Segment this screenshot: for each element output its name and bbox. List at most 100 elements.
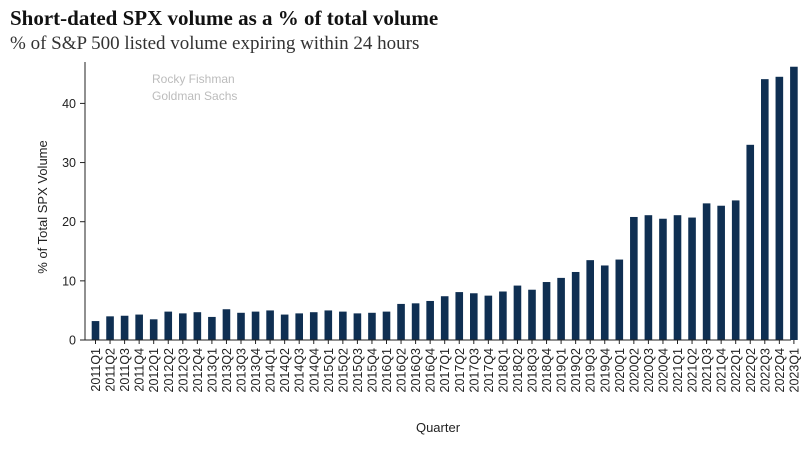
bar-2012Q1: [149, 319, 158, 340]
x-tick-label-2015Q1: 2015Q1: [322, 348, 336, 393]
bar-2017Q4: [484, 295, 493, 340]
bar-2022Q3: [761, 79, 769, 341]
bar-2011Q3: [120, 315, 129, 340]
x-tick-label-2014Q4: 2014Q4: [307, 348, 321, 393]
y-tick-label-20: 20: [62, 215, 76, 229]
x-tick-label-2012Q1: 2012Q1: [147, 348, 161, 393]
x-tick-label-2018Q3: 2018Q3: [526, 348, 540, 393]
x-tick-label-2019Q1: 2019Q1: [555, 348, 569, 393]
x-tick-label-2013Q3: 2013Q3: [235, 348, 249, 393]
bar-2015Q3: [353, 313, 362, 340]
bar-2018Q2: [513, 285, 522, 340]
x-tick-label-2021Q4: 2021Q4: [715, 348, 729, 393]
watermark-line-2: Goldman Sachs: [152, 89, 237, 103]
x-tick-label-2021Q2: 2021Q2: [686, 348, 700, 393]
bar-2017Q1: [440, 296, 449, 340]
bar-2014Q2: [280, 314, 289, 340]
bar-2018Q3: [528, 289, 536, 340]
bar-2014Q3: [295, 313, 303, 340]
bar-2021Q1: [673, 215, 682, 340]
x-tick-label-2015Q3: 2015Q3: [351, 348, 365, 393]
x-tick-label-2020Q1: 2020Q1: [613, 348, 627, 393]
bar-2014Q1: [266, 310, 274, 340]
y-tick-label-30: 30: [62, 156, 76, 170]
x-tick-label-2022Q1: 2022Q1: [729, 348, 743, 393]
x-tick-label-2022Q4: 2022Q4: [773, 348, 787, 393]
x-tick-label-2021Q1: 2021Q1: [671, 348, 685, 393]
x-tick-label-2021Q3: 2021Q3: [700, 348, 714, 393]
x-tick-label-2017Q4: 2017Q4: [482, 348, 496, 393]
y-tick-label-10: 10: [62, 274, 76, 288]
x-tick-label-2020Q3: 2020Q3: [642, 348, 656, 393]
x-tick-label-2018Q2: 2018Q2: [511, 348, 525, 393]
y-tick-label-40: 40: [62, 97, 76, 111]
bar-2015Q1: [324, 310, 333, 340]
x-tick-label-2020Q4: 2020Q4: [656, 348, 670, 393]
x-tick-label-2011Q3: 2011Q3: [118, 348, 132, 392]
chart-subtitle: % of S&P 500 listed volume expiring with…: [10, 33, 420, 54]
bar-2018Q1: [499, 291, 507, 340]
bar-2019Q3: [586, 260, 594, 340]
bar-2019Q2: [571, 271, 580, 340]
bar-2022Q1: [731, 200, 740, 340]
chart-title: Short-dated SPX volume as a % of total v…: [10, 6, 439, 30]
bar-2015Q2: [339, 311, 347, 340]
x-tick-label-2014Q1: 2014Q1: [264, 348, 278, 393]
bar-2021Q4: [717, 205, 725, 340]
x-tick-label-2011Q4: 2011Q4: [133, 348, 147, 392]
bar-2023Q1: [790, 66, 798, 340]
bar-2018Q4: [542, 282, 551, 340]
x-tick-label-2015Q2: 2015Q2: [336, 348, 350, 393]
x-axis-label: Quarter: [416, 420, 461, 435]
bar-2019Q4: [600, 265, 609, 340]
watermark-line-1: Rocky Fishman: [152, 72, 235, 86]
x-tick-label-2018Q4: 2018Q4: [540, 348, 554, 393]
x-tick-label-2019Q4: 2019Q4: [598, 348, 612, 393]
bar-2022Q4: [775, 76, 784, 340]
x-tick-label-2015Q4: 2015Q4: [365, 348, 379, 393]
x-tick-label-2019Q2: 2019Q2: [569, 348, 583, 393]
bar-2019Q1: [557, 277, 565, 340]
x-tick-label-2020Q2: 2020Q2: [627, 348, 641, 393]
bar-2016Q2: [397, 303, 405, 340]
bar-2021Q3: [702, 203, 711, 340]
x-tick-label-2017Q3: 2017Q3: [467, 348, 481, 393]
bar-2015Q4: [368, 312, 376, 340]
x-tick-label-2011Q1: 2011Q1: [89, 348, 103, 392]
x-tick-label-2014Q3: 2014Q3: [293, 348, 307, 393]
bar-2016Q1: [382, 311, 391, 340]
bar-2022Q2: [746, 144, 755, 340]
bar-2016Q4: [426, 300, 434, 340]
x-tick-label-2019Q3: 2019Q3: [584, 348, 598, 393]
x-tick-label-2012Q4: 2012Q4: [191, 348, 205, 393]
x-tick-label-2012Q3: 2012Q3: [176, 348, 190, 393]
bar-2013Q4: [251, 311, 260, 340]
bar-2012Q4: [193, 312, 202, 340]
x-tick-label-2017Q2: 2017Q2: [453, 348, 467, 393]
x-tick-label-2013Q2: 2013Q2: [220, 348, 234, 393]
bar-2012Q3: [179, 313, 187, 340]
bar-2020Q1: [615, 259, 624, 340]
bar-2017Q3: [470, 293, 478, 340]
x-tick-label-2013Q4: 2013Q4: [249, 348, 263, 393]
x-tick-label-2023Q1: 2023Q1: [787, 348, 801, 393]
x-tick-label-2016Q1: 2016Q1: [380, 348, 394, 393]
bar-2011Q2: [106, 316, 114, 340]
bar-2013Q1: [208, 316, 216, 340]
bar-2013Q2: [222, 309, 231, 340]
y-tick-label-0: 0: [69, 334, 76, 348]
x-tick-label-2016Q3: 2016Q3: [409, 348, 423, 393]
bar-2011Q4: [135, 314, 143, 340]
x-tick-label-2022Q3: 2022Q3: [758, 348, 772, 393]
bar-2020Q2: [630, 216, 638, 340]
bar-2014Q4: [309, 312, 318, 340]
x-tick-label-2013Q1: 2013Q1: [205, 348, 219, 393]
bars-group: [91, 66, 798, 341]
x-tick-label-2012Q2: 2012Q2: [162, 348, 176, 393]
bar-2012Q2: [164, 311, 173, 340]
bar-2017Q2: [455, 292, 464, 340]
x-tick-label-2016Q4: 2016Q4: [424, 348, 438, 393]
bar-2020Q3: [644, 215, 653, 340]
x-tick-label-2011Q2: 2011Q2: [104, 348, 118, 392]
